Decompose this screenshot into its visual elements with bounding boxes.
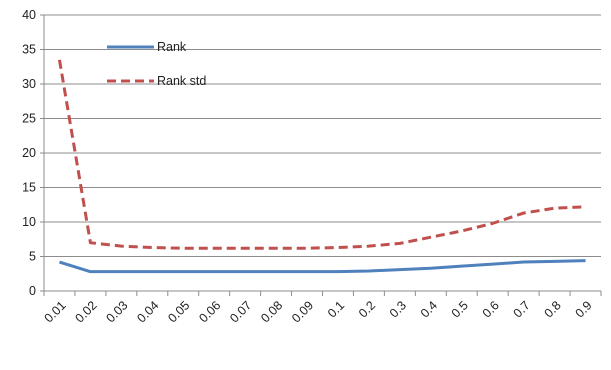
x-tick-label: 0.9 <box>573 298 595 320</box>
y-tick-label: 40 <box>22 8 36 22</box>
legend-label: Rank <box>157 40 187 54</box>
x-tick-label: 0.05 <box>165 298 192 325</box>
x-tick-label: 0.04 <box>134 298 161 325</box>
x-tick-label: 0.02 <box>73 298 100 325</box>
y-tick-label: 0 <box>29 284 36 298</box>
x-tick-label: 0.5 <box>449 298 471 320</box>
y-tick-label: 20 <box>22 146 36 160</box>
x-tick-label: 0.06 <box>196 298 223 325</box>
x-tick-label: 0.09 <box>289 298 316 325</box>
y-tick-label: 25 <box>22 112 36 126</box>
series-line-rank-std <box>57 59 586 250</box>
x-tick-label: 0.7 <box>511 298 533 320</box>
x-tick-label: 0.8 <box>542 298 564 320</box>
x-tick-label: 0.4 <box>418 298 440 320</box>
gridlines <box>44 14 601 257</box>
x-tick-label: 0.3 <box>387 298 409 320</box>
y-tick-label: 35 <box>22 43 36 57</box>
legend-label: Rank std <box>157 74 206 88</box>
x-tick-label: 0.03 <box>103 298 130 325</box>
x-tick-label: 0.1 <box>325 298 347 320</box>
x-tick-label: 0.2 <box>356 298 378 320</box>
series-line-rank <box>59 259 586 274</box>
x-tick-label: 0.08 <box>258 298 285 325</box>
series-lines <box>57 59 586 274</box>
y-tick-label: 30 <box>22 77 36 91</box>
legend: Rank Rank std <box>107 40 206 88</box>
y-tick-label: 5 <box>29 250 36 264</box>
x-tick-label: 0.6 <box>480 298 502 320</box>
x-tick-label: 0.01 <box>42 298 69 325</box>
y-tick-label: 10 <box>22 215 36 229</box>
axes: 0 5 10 15 20 25 30 35 40 0.01 0.02 0.03 0.04 0.05 0.06… <box>22 8 602 325</box>
y-tick-label: 15 <box>22 181 36 195</box>
x-tick-label: 0.07 <box>227 298 254 325</box>
